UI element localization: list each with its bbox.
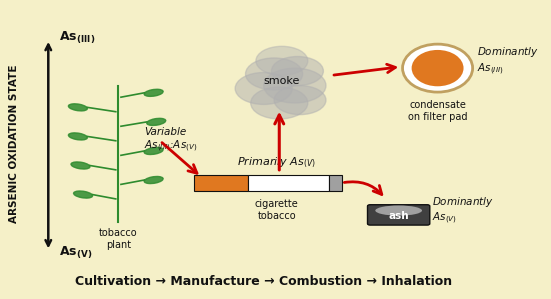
Ellipse shape	[68, 133, 88, 140]
Text: Cultivation → Manufacture → Combustion → Inhalation: Cultivation → Manufacture → Combustion →…	[75, 274, 452, 288]
Circle shape	[264, 68, 326, 103]
Text: $\mathbf{As_{(V)}}$: $\mathbf{As_{(V)}}$	[58, 245, 92, 261]
Ellipse shape	[403, 44, 473, 92]
Circle shape	[246, 58, 302, 90]
Text: tobacco
plant: tobacco plant	[99, 228, 138, 250]
Text: $\mathit{Primarily}$ $\mathit{As_{(V)}}$: $\mathit{Primarily}$ $\mathit{As_{(V)}}$	[237, 155, 316, 170]
FancyBboxPatch shape	[328, 175, 342, 191]
Text: $\mathbf{As_{(III)}}$: $\mathbf{As_{(III)}}$	[58, 29, 95, 46]
FancyBboxPatch shape	[193, 175, 248, 191]
Ellipse shape	[147, 118, 166, 126]
Text: Variable
$As_{(III)}$:$As_{(V)}$: Variable $As_{(III)}$:$As_{(V)}$	[144, 127, 198, 155]
Circle shape	[251, 87, 308, 119]
Ellipse shape	[144, 147, 163, 155]
Ellipse shape	[74, 191, 93, 198]
Circle shape	[274, 86, 326, 115]
Ellipse shape	[144, 176, 163, 184]
Text: $\mathit{Dominantly}$
$\mathit{As_{(III)}}$: $\mathit{Dominantly}$ $\mathit{As_{(III)…	[477, 45, 538, 77]
FancyBboxPatch shape	[368, 205, 430, 225]
Text: condensate
on filter pad: condensate on filter pad	[408, 100, 467, 122]
Ellipse shape	[71, 162, 90, 169]
Text: ARSENIC OXIDATION STATE: ARSENIC OXIDATION STATE	[8, 65, 19, 223]
Text: ash: ash	[388, 211, 409, 221]
Ellipse shape	[144, 89, 163, 96]
Circle shape	[235, 72, 292, 104]
Ellipse shape	[412, 50, 463, 86]
FancyBboxPatch shape	[248, 175, 328, 191]
Text: $\mathit{Dominantly}$
$\mathit{As_{(V)}}$: $\mathit{Dominantly}$ $\mathit{As_{(V)}}…	[433, 195, 494, 226]
Ellipse shape	[68, 104, 88, 111]
Text: smoke: smoke	[264, 76, 300, 86]
Text: cigarette
tobacco: cigarette tobacco	[255, 199, 299, 221]
Circle shape	[256, 46, 308, 75]
Circle shape	[272, 57, 323, 86]
Ellipse shape	[375, 205, 422, 216]
